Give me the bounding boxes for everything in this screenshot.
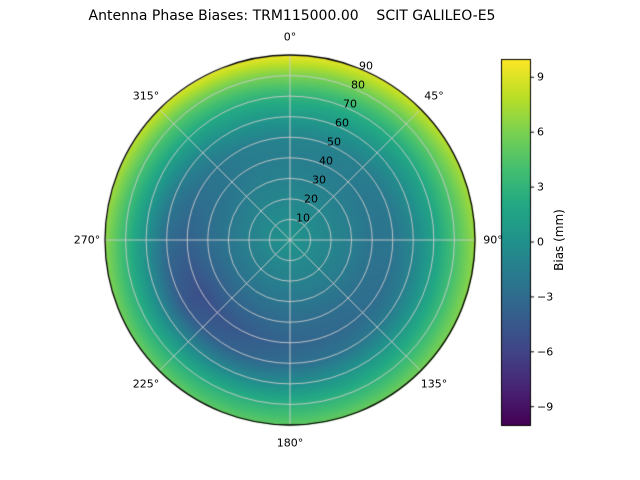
chart-title: Antenna Phase Biases: TRM115000.00 SCIT … [88, 8, 496, 24]
colorbar-tick-label: −6 [537, 345, 554, 359]
colorbar-tick-label: 6 [537, 125, 544, 139]
radial-tick-label: 50 [327, 135, 341, 149]
radial-tick-label: 40 [319, 154, 333, 168]
colorbar-axis-label: Bias (mm) [552, 209, 566, 271]
angular-tick-label: 225° [132, 377, 160, 391]
colorbar-tick-label: −9 [537, 400, 554, 414]
radial-tick-label: 90 [359, 59, 373, 73]
radial-tick-label: 70 [343, 97, 357, 111]
angular-tick-label: 270° [73, 233, 101, 247]
angular-tick-label: 90° [483, 233, 503, 247]
radial-tick-label: 20 [304, 192, 318, 206]
colorbar-tick-label: 3 [537, 180, 544, 194]
angular-tick-label: 315° [132, 89, 160, 103]
radial-tick-label: 60 [335, 116, 349, 130]
angular-tick-label: 180° [276, 436, 304, 450]
radial-tick-label: 30 [312, 173, 326, 187]
radial-tick-label: 10 [296, 211, 310, 225]
colorbar-tick-label: 9 [537, 70, 544, 84]
colorbar-tick-label: 0 [537, 235, 544, 249]
angular-tick-label: 135° [420, 377, 448, 391]
colorbar-tick-label: −3 [537, 290, 554, 304]
angular-tick-label: 0° [283, 30, 297, 44]
angular-tick-label: 45° [424, 89, 444, 103]
radial-tick-label: 80 [351, 78, 365, 92]
